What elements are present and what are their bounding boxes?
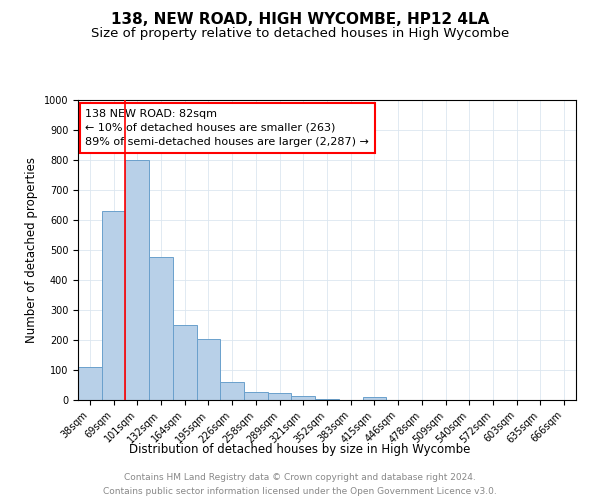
Bar: [78, 367, 102, 400]
Text: Contains public sector information licensed under the Open Government Licence v3: Contains public sector information licen…: [103, 488, 497, 496]
Text: Size of property relative to detached houses in High Wycombe: Size of property relative to detached ho…: [91, 28, 509, 40]
Bar: [292, 396, 315, 400]
Text: Distribution of detached houses by size in High Wycombe: Distribution of detached houses by size …: [130, 442, 470, 456]
Bar: [315, 398, 339, 400]
Bar: [125, 160, 149, 400]
Bar: [220, 382, 244, 400]
Text: Contains HM Land Registry data © Crown copyright and database right 2024.: Contains HM Land Registry data © Crown c…: [124, 472, 476, 482]
Bar: [102, 211, 125, 400]
Text: 138, NEW ROAD, HIGH WYCOMBE, HP12 4LA: 138, NEW ROAD, HIGH WYCOMBE, HP12 4LA: [111, 12, 489, 28]
Bar: [244, 392, 268, 400]
Bar: [149, 256, 173, 400]
Bar: [173, 325, 197, 400]
Bar: [197, 339, 220, 400]
Bar: [362, 396, 386, 400]
Y-axis label: Number of detached properties: Number of detached properties: [25, 157, 38, 343]
Bar: [268, 394, 292, 400]
Text: 138 NEW ROAD: 82sqm
← 10% of detached houses are smaller (263)
89% of semi-detac: 138 NEW ROAD: 82sqm ← 10% of detached ho…: [85, 109, 370, 147]
